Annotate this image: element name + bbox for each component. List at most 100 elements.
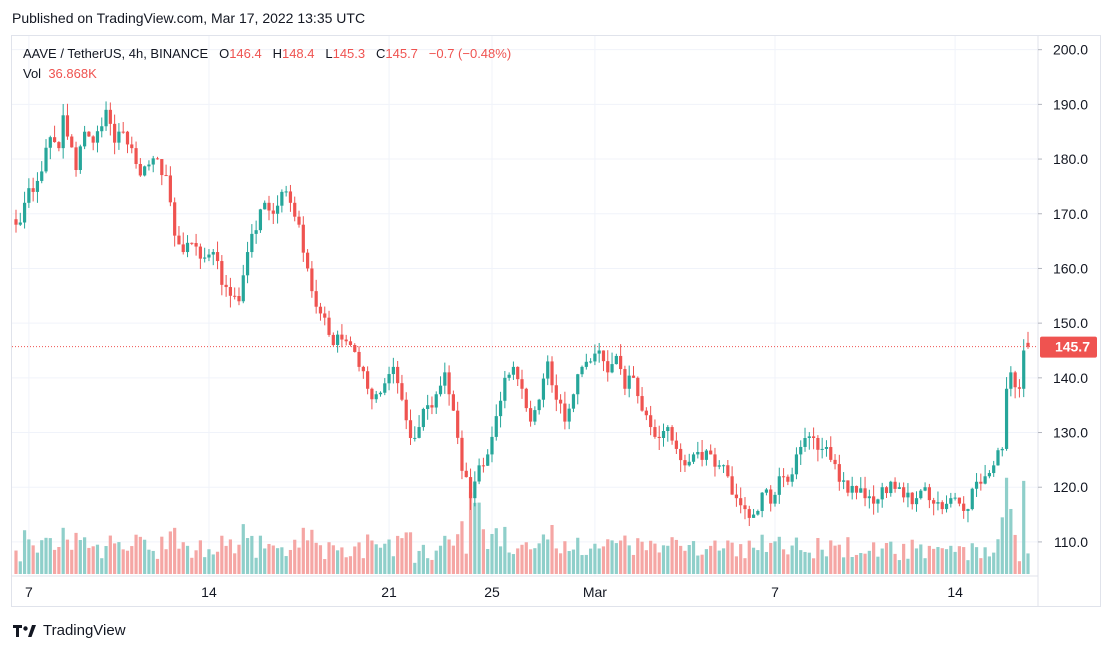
- candle-body: [846, 480, 850, 493]
- chart-frame[interactable]: [11, 35, 1101, 607]
- legend-close-label: C: [375, 46, 386, 61]
- candle-body: [957, 497, 961, 504]
- candle-body: [631, 375, 636, 378]
- candle-body: [430, 405, 434, 408]
- volume-bar: [477, 502, 481, 574]
- time-tick-label: 21: [381, 584, 397, 600]
- candle-body: [593, 353, 597, 362]
- candle-body: [421, 408, 425, 428]
- candle-body: [481, 465, 486, 467]
- volume-bar: [567, 551, 571, 574]
- candle-body: [490, 436, 494, 455]
- candle-body: [293, 202, 297, 217]
- price-tick-label: 160.0: [1053, 260, 1088, 276]
- candle-body: [237, 296, 241, 302]
- candle-body: [906, 492, 910, 498]
- volume-bar: [619, 540, 623, 574]
- volume-bar: [726, 540, 730, 574]
- candle-body: [117, 131, 121, 143]
- candle-body: [764, 489, 769, 493]
- candle-body: [323, 313, 327, 318]
- volume-bar: [297, 547, 301, 574]
- candle-body: [687, 461, 691, 466]
- volume-bar: [914, 548, 919, 574]
- volume-bar: [537, 543, 541, 574]
- candle-body: [897, 487, 901, 489]
- candle-body: [537, 399, 541, 411]
- candle-body: [305, 252, 310, 269]
- volume-bar: [507, 552, 511, 574]
- candle-body: [726, 465, 730, 477]
- volume-bar: [756, 550, 760, 574]
- last-price-line: 145.7: [12, 336, 1097, 358]
- candle-body: [65, 115, 70, 137]
- volume-bar: [983, 547, 987, 574]
- volume-bar: [91, 546, 95, 574]
- volume-bar: [927, 545, 931, 574]
- volume-bar: [743, 558, 747, 574]
- volume-bar: [95, 544, 100, 574]
- volume-bar: [721, 548, 726, 574]
- volume-bar: [829, 540, 833, 574]
- candle-body: [288, 191, 293, 203]
- volume-bar: [336, 550, 340, 574]
- volume-bar: [331, 545, 335, 574]
- volume-bar: [370, 540, 374, 574]
- candle-body: [987, 473, 992, 477]
- candle-body: [336, 334, 340, 346]
- volume-bar: [893, 553, 897, 574]
- candle-body: [824, 447, 829, 449]
- candle-body: [601, 350, 606, 362]
- price-tick-label: 120.0: [1053, 479, 1088, 495]
- candle-body: [940, 502, 944, 510]
- candle-body: [443, 372, 447, 386]
- candle-body: [610, 364, 614, 373]
- volume-bar: [361, 558, 365, 574]
- volume-bar: [606, 539, 610, 574]
- candle-body: [275, 205, 280, 214]
- volume-bar: [353, 546, 357, 574]
- footer-brand[interactable]: TradingView: [13, 622, 126, 639]
- volume-bar: [696, 555, 700, 574]
- volume-bar: [807, 552, 811, 574]
- candle-body: [125, 131, 130, 145]
- volume-bar: [872, 542, 876, 574]
- volume-bar: [554, 548, 558, 574]
- price-tick-label: 180.0: [1053, 151, 1088, 167]
- candle-body: [884, 487, 889, 494]
- volume-bar: [490, 533, 494, 574]
- volume-bar: [228, 539, 233, 574]
- candle-body: [842, 480, 846, 482]
- volume-bar: [498, 546, 503, 574]
- volume-bar: [713, 540, 717, 574]
- candle-body: [944, 503, 949, 510]
- volume-bar: [1017, 561, 1022, 574]
- volume-bar: [597, 548, 601, 574]
- candle-body: [584, 361, 588, 367]
- legend-high-value: 148.4: [281, 46, 315, 61]
- candle-body: [739, 498, 743, 506]
- candle-body: [181, 244, 185, 253]
- candle-body: [57, 142, 61, 149]
- volume-bar: [799, 550, 803, 574]
- volume-bar: [164, 549, 168, 574]
- volume-bar: [207, 549, 211, 574]
- candle-body: [893, 481, 897, 489]
- candle-body: [679, 448, 683, 461]
- volume-bar: [902, 543, 906, 574]
- candle-body: [571, 394, 576, 409]
- candle-body: [704, 450, 708, 460]
- volume-bar: [138, 536, 142, 574]
- volume-bar: [267, 543, 271, 574]
- volume-bar: [533, 548, 537, 574]
- candle-body: [820, 448, 824, 450]
- candle-body: [558, 399, 563, 404]
- candle-body: [203, 257, 207, 259]
- volume-bar: [636, 538, 640, 574]
- volume-bar: [323, 559, 327, 574]
- candle-body: [198, 246, 202, 259]
- volume-bar: [143, 539, 147, 574]
- volume-bar: [700, 554, 704, 574]
- candle-body: [700, 451, 704, 460]
